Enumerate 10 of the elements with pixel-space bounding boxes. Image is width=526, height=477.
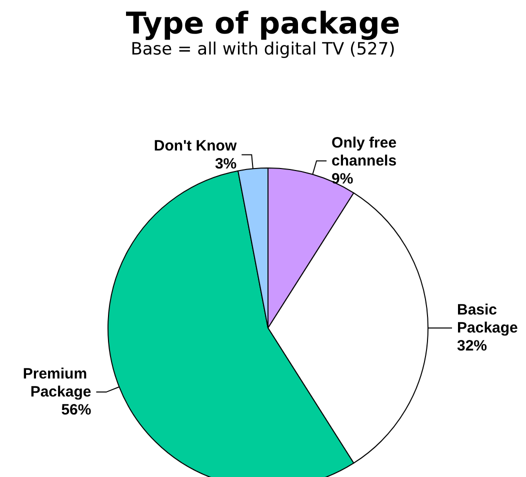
slice-label: Premium Package (22, 366, 92, 401)
slice-label: Only free channels (332, 134, 401, 170)
slice-label: Don't Know (154, 137, 237, 154)
data-label: 3% (214, 155, 237, 172)
data-label: 56% (61, 402, 92, 419)
slice-label: Basic Package (457, 302, 518, 336)
data-label: 32% (457, 338, 488, 354)
chart-subtitle: Base = all with digital TV (527) (130, 40, 396, 60)
data-label: 9% (332, 170, 354, 188)
chart-title: Type of package (126, 6, 400, 42)
